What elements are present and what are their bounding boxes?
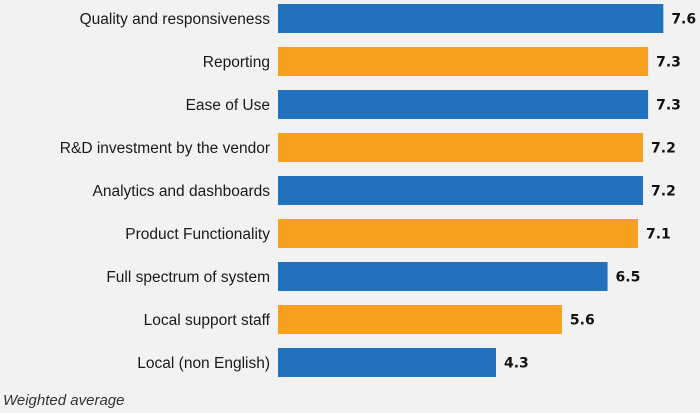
bar-product-functionality <box>278 219 638 248</box>
bar-r-d-investment-by-the-vendor <box>278 133 644 162</box>
value-label-quality-and-responsiveness: 7.6 <box>671 12 696 28</box>
value-label-ease-of-use: 7.3 <box>656 98 681 114</box>
category-label-r-d-investment-by-the-vendor: R&D investment by the vendor <box>60 140 270 157</box>
bar-ease-of-use <box>278 90 649 119</box>
value-label-local-non-english: 4.3 <box>504 356 529 372</box>
bar-full-spectrum-of-system <box>278 262 608 291</box>
value-label-local-support-staff: 5.6 <box>570 313 595 329</box>
category-label-reporting: Reporting <box>203 54 270 71</box>
bar-analytics-and-dashboards <box>278 176 644 205</box>
bar-quality-and-responsiveness <box>278 4 664 33</box>
footnote: Weighted average <box>3 392 125 409</box>
category-label-quality-and-responsiveness: Quality and responsiveness <box>80 11 271 28</box>
value-label-product-functionality: 7.1 <box>646 227 671 243</box>
value-label-analytics-and-dashboards: 7.2 <box>651 184 676 200</box>
value-label-r-d-investment-by-the-vendor: 7.2 <box>651 141 676 157</box>
category-label-local-support-staff: Local support staff <box>144 312 271 329</box>
category-label-product-functionality: Product Functionality <box>125 226 270 243</box>
category-label-analytics-and-dashboards: Analytics and dashboards <box>92 183 270 200</box>
category-label-full-spectrum-of-system: Full spectrum of system <box>106 269 270 286</box>
bar-local-non-english <box>278 348 497 377</box>
value-label-reporting: 7.3 <box>656 55 681 71</box>
value-label-full-spectrum-of-system: 6.5 <box>616 270 641 286</box>
bar-reporting <box>278 47 649 76</box>
category-label-ease-of-use: Ease of Use <box>186 97 270 114</box>
bar-local-support-staff <box>278 305 562 334</box>
category-label-local-non-english: Local (non English) <box>137 355 270 372</box>
